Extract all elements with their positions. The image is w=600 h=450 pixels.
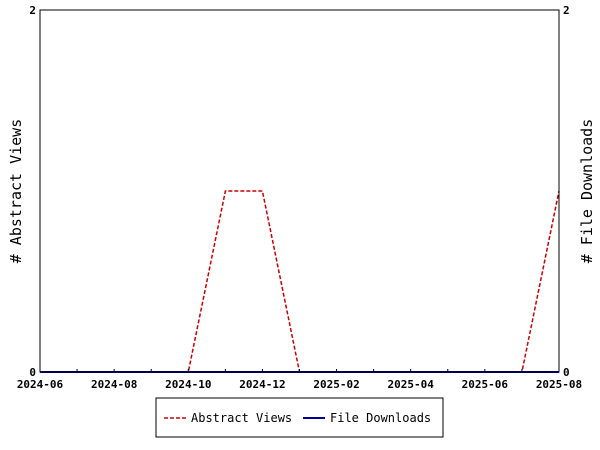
right-y-tick-label: 0 [563,366,570,379]
legend-label-file-downloads: File Downloads [330,411,431,425]
legend-label-abstract-views: Abstract Views [191,411,292,425]
x-tick-label: 2024-12 [239,378,285,391]
x-tick-label: 2024-10 [165,378,211,391]
y-axis-tick-labels: 0 2 0 2 [29,4,569,379]
x-tick-label: 2024-08 [91,378,137,391]
x-tick-label: 2025-02 [313,378,359,391]
x-tick-label: 2025-04 [388,378,435,391]
x-axis-ticks [39,369,560,372]
series-line-abstract-views [40,190,560,373]
x-tick-label: 2024-06 [17,378,64,391]
x-tick-label: 2025-08 [536,378,582,391]
x-axis-tick-labels: 2024-06 2024-08 2024-10 2024-12 2025-02 2025-… [17,378,582,391]
x-tick-label: 2025-06 [462,378,509,391]
left-y-tick-label: 2 [29,4,36,17]
legend-box [155,397,444,438]
series-lines [40,190,560,373]
left-y-tick-label: 0 [29,366,36,379]
right-y-tick-label: 2 [563,4,570,17]
right-axis-title: # File Downloads [578,119,596,264]
left-axis-title: # Abstract Views [7,119,25,264]
plot-frame [39,9,560,373]
legend: Abstract Views File Downloads [155,397,444,438]
